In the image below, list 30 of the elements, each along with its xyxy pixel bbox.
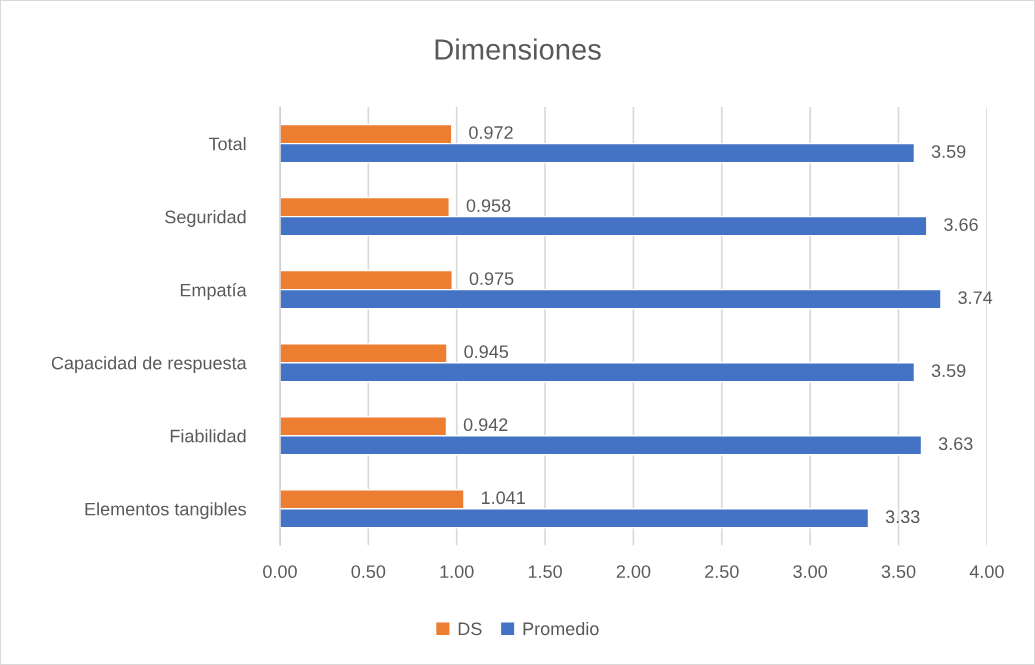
data-label: 0.975 bbox=[469, 272, 514, 286]
y-tick-label: Empatía bbox=[180, 283, 247, 301]
x-tick-label: 1.00 bbox=[440, 565, 474, 579]
data-label: 3.66 bbox=[944, 218, 978, 231]
x-tick-label: 0.00 bbox=[263, 565, 297, 579]
x-tick-label: 0.50 bbox=[351, 565, 386, 579]
data-label: 1.041 bbox=[481, 491, 525, 505]
data-label: 0.945 bbox=[464, 345, 509, 359]
y-tick-label: Capacidad de respuesta bbox=[51, 356, 247, 373]
chart-title: Dimensiones bbox=[435, 38, 601, 60]
x-tick-label: 2.00 bbox=[616, 565, 651, 579]
data-label: 0.972 bbox=[469, 126, 513, 139]
x-tick-label: 4.00 bbox=[969, 565, 1004, 579]
legend-label: DS bbox=[458, 622, 482, 636]
x-tick-label: 3.50 bbox=[881, 565, 916, 579]
data-label: 3.33 bbox=[885, 510, 920, 524]
y-tick-label: Fiabilidad bbox=[170, 429, 246, 443]
data-label: 0.942 bbox=[463, 418, 508, 432]
y-tick-label: Total bbox=[208, 137, 246, 151]
x-tick-label: 2.50 bbox=[705, 565, 739, 579]
legend-label: Promedio bbox=[523, 621, 599, 636]
x-tick-label: 1.50 bbox=[528, 565, 562, 579]
data-label: 3.74 bbox=[958, 291, 993, 304]
data-label: 3.59 bbox=[931, 145, 966, 158]
y-tick-label: Seguridad bbox=[165, 210, 246, 227]
x-tick-label: 3.00 bbox=[793, 565, 828, 579]
data-label: 3.63 bbox=[938, 437, 973, 451]
data-label: 3.59 bbox=[931, 364, 966, 378]
y-tick-label: Elementos tangibles bbox=[85, 502, 246, 520]
data-label: 0.958 bbox=[466, 199, 511, 212]
